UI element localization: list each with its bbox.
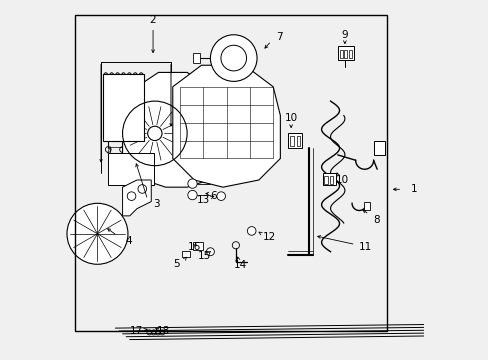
Text: 10: 10 xyxy=(335,175,348,185)
Bar xyxy=(324,176,327,184)
Text: 14: 14 xyxy=(234,260,247,270)
Bar xyxy=(287,133,301,148)
Text: 13: 13 xyxy=(196,195,209,205)
Bar xyxy=(296,136,300,145)
Bar xyxy=(344,50,346,58)
Circle shape xyxy=(187,190,197,200)
Bar xyxy=(329,176,333,184)
Bar xyxy=(322,173,336,185)
Text: 7: 7 xyxy=(276,32,283,42)
Circle shape xyxy=(67,203,128,264)
Bar xyxy=(182,251,189,257)
Text: 17: 17 xyxy=(129,326,142,336)
Circle shape xyxy=(247,226,255,235)
Text: 3: 3 xyxy=(153,199,160,210)
Bar xyxy=(373,140,384,155)
Polygon shape xyxy=(122,180,151,216)
Text: 12: 12 xyxy=(263,232,276,242)
Bar xyxy=(107,153,154,185)
Polygon shape xyxy=(122,72,230,187)
Text: 8: 8 xyxy=(372,215,379,225)
Circle shape xyxy=(206,248,214,256)
Bar xyxy=(102,74,144,140)
Text: 4: 4 xyxy=(125,236,132,246)
Bar xyxy=(348,50,351,58)
Bar xyxy=(290,136,293,145)
Circle shape xyxy=(187,179,197,188)
Text: 15: 15 xyxy=(197,251,210,261)
Text: 11: 11 xyxy=(358,242,371,252)
Bar xyxy=(339,50,342,58)
Text: 18: 18 xyxy=(157,326,170,336)
Bar xyxy=(337,46,353,60)
Polygon shape xyxy=(172,65,280,187)
Text: 6: 6 xyxy=(210,192,217,202)
Bar xyxy=(363,202,369,211)
Text: 10: 10 xyxy=(284,113,297,123)
Circle shape xyxy=(217,192,225,201)
Circle shape xyxy=(210,35,257,81)
Text: 5: 5 xyxy=(173,259,179,269)
Text: 16: 16 xyxy=(187,242,201,252)
Bar xyxy=(192,242,203,250)
Bar xyxy=(192,53,200,63)
Text: 9: 9 xyxy=(341,30,347,40)
Bar xyxy=(75,15,386,330)
Text: 2: 2 xyxy=(149,15,156,26)
Bar xyxy=(110,147,157,179)
Text: 1: 1 xyxy=(410,184,417,194)
